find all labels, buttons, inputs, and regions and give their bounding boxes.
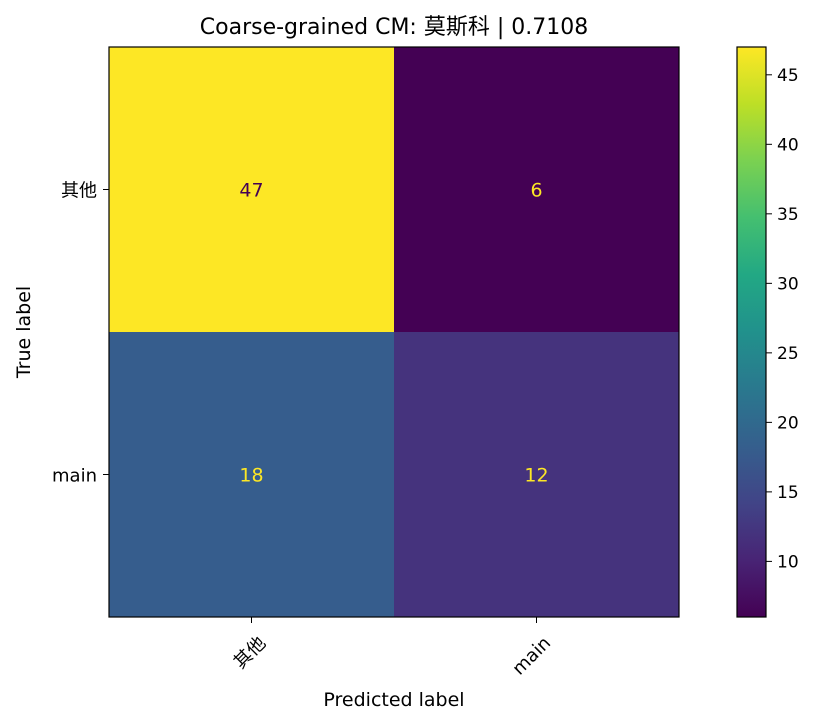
colorbar-tick-label: 45 (777, 66, 799, 86)
y-axis-ticks: 其他 main (52, 181, 109, 487)
heatmap-cell (109, 47, 395, 333)
colorbar-tick-label: 10 (777, 552, 799, 572)
colorbar-tick-label: 15 (777, 483, 799, 503)
colorbar-tick-label: 25 (777, 344, 799, 364)
x-axis-ticks: 其他 main (230, 617, 555, 679)
cell-value-label: 12 (524, 465, 548, 487)
cell-value-label: 47 (239, 180, 263, 202)
colorbar-ticks: 10 15 20 25 30 35 40 45 (766, 66, 799, 572)
y-tick-label: main (52, 466, 97, 487)
colorbar-tick-label: 20 (777, 413, 799, 433)
heatmap-cell (109, 332, 395, 618)
colorbar-tick-label: 30 (777, 274, 799, 294)
plot-frame (108, 46, 680, 618)
colorbar-tick-label: 40 (777, 135, 799, 155)
heatmap-cell (394, 47, 680, 333)
x-tick-label: 其他 (230, 633, 270, 673)
colorbar-tick-label: 35 (777, 205, 799, 225)
x-axis-label: Predicted label (323, 689, 464, 711)
cell-value-label: 6 (530, 180, 542, 202)
y-axis-label: True label (13, 286, 35, 379)
y-tick-label: 其他 (61, 181, 97, 202)
heatmap-cells: 47 6 18 12 (109, 47, 680, 618)
heatmap-cell (394, 332, 680, 618)
chart-title: Coarse-grained CM: 莫斯科 | 0.7108 (200, 15, 588, 40)
x-tick-label: main (508, 633, 555, 680)
colorbar (736, 46, 767, 618)
cell-value-label: 18 (239, 465, 263, 487)
